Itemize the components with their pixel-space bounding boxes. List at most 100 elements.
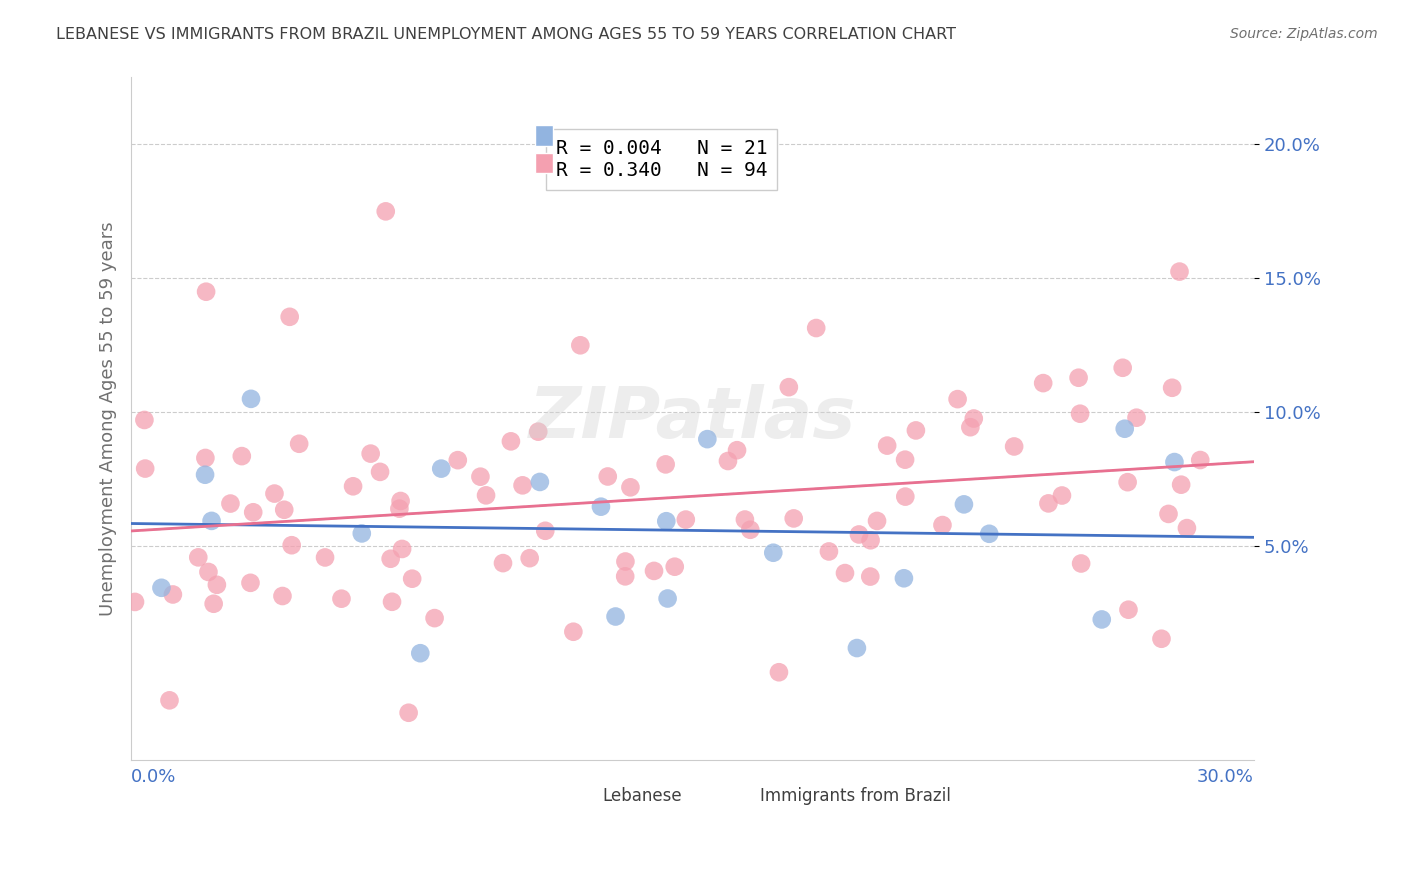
Point	[330, 591, 353, 606]
Point	[200, 514, 222, 528]
Point	[527, 425, 550, 439]
Point	[675, 512, 697, 526]
Point	[409, 646, 432, 660]
Point	[475, 488, 498, 502]
Point	[1150, 632, 1173, 646]
Point	[762, 546, 785, 560]
Point	[492, 556, 515, 570]
Text: 30.0%: 30.0%	[1197, 768, 1254, 786]
Point	[187, 550, 209, 565]
Point	[195, 285, 218, 299]
Point	[696, 432, 718, 446]
Point	[643, 564, 665, 578]
Point	[768, 665, 790, 680]
Point	[1118, 603, 1140, 617]
Point	[391, 541, 413, 556]
Point	[894, 490, 917, 504]
Point	[430, 461, 453, 475]
Point	[499, 434, 522, 449]
Point	[360, 447, 382, 461]
Point	[519, 551, 541, 566]
Point	[931, 518, 953, 533]
Point	[280, 538, 302, 552]
Point	[783, 511, 806, 525]
Point	[278, 310, 301, 324]
Text: ZIPatlas: ZIPatlas	[529, 384, 856, 453]
Point	[725, 443, 748, 458]
Point	[240, 392, 263, 406]
Point	[423, 611, 446, 625]
Point	[657, 591, 679, 606]
Point	[1125, 410, 1147, 425]
Point	[150, 581, 173, 595]
Point	[589, 500, 612, 514]
Point	[374, 204, 396, 219]
Point	[717, 454, 740, 468]
Point	[866, 514, 889, 528]
Point	[806, 321, 828, 335]
Point	[859, 533, 882, 548]
Point	[818, 544, 841, 558]
Point	[1050, 488, 1073, 502]
Text: Source: ZipAtlas.com: Source: ZipAtlas.com	[1230, 27, 1378, 41]
Point	[979, 526, 1001, 541]
Point	[271, 589, 294, 603]
Point	[162, 587, 184, 601]
Point	[124, 595, 146, 609]
Point	[1111, 360, 1133, 375]
Point	[562, 624, 585, 639]
FancyBboxPatch shape	[569, 792, 593, 812]
FancyBboxPatch shape	[727, 792, 751, 812]
Point	[134, 461, 156, 475]
Point	[946, 392, 969, 406]
Text: 0.0%: 0.0%	[131, 768, 177, 786]
Point	[848, 527, 870, 541]
Point	[1091, 612, 1114, 626]
Point	[368, 465, 391, 479]
Point	[605, 609, 627, 624]
Y-axis label: Unemployment Among Ages 55 to 59 years: Unemployment Among Ages 55 to 59 years	[100, 221, 117, 616]
Point	[963, 411, 986, 425]
Point	[401, 572, 423, 586]
Point	[953, 497, 976, 511]
Point	[1189, 453, 1212, 467]
Text: Immigrants from Brazil: Immigrants from Brazil	[761, 788, 950, 805]
Point	[197, 565, 219, 579]
Point	[876, 439, 898, 453]
Point	[845, 641, 868, 656]
Point	[350, 526, 373, 541]
Point	[654, 458, 676, 472]
Point	[1067, 370, 1090, 384]
Point	[1070, 557, 1092, 571]
Point	[740, 523, 762, 537]
Point	[959, 420, 981, 434]
Point	[231, 449, 253, 463]
FancyBboxPatch shape	[536, 125, 554, 145]
Point	[894, 452, 917, 467]
Point	[388, 501, 411, 516]
Point	[614, 569, 637, 583]
Point	[655, 514, 678, 528]
Point	[893, 571, 915, 585]
Point	[381, 595, 404, 609]
FancyBboxPatch shape	[536, 153, 554, 173]
Point	[398, 706, 420, 720]
Point	[619, 480, 641, 494]
Point	[470, 469, 492, 483]
Point	[239, 575, 262, 590]
Point	[389, 494, 412, 508]
Point	[219, 497, 242, 511]
Point	[288, 436, 311, 450]
Point	[1175, 521, 1198, 535]
Point	[1114, 422, 1136, 436]
Point	[314, 550, 336, 565]
Point	[1163, 455, 1185, 469]
Point	[1032, 376, 1054, 390]
Point	[778, 380, 800, 394]
Text: R = 0.004   N = 21
R = 0.340   N = 94: R = 0.004 N = 21 R = 0.340 N = 94	[555, 139, 768, 180]
Point	[1157, 507, 1180, 521]
Point	[134, 413, 156, 427]
Point	[202, 597, 225, 611]
Point	[529, 475, 551, 489]
Point	[596, 469, 619, 483]
